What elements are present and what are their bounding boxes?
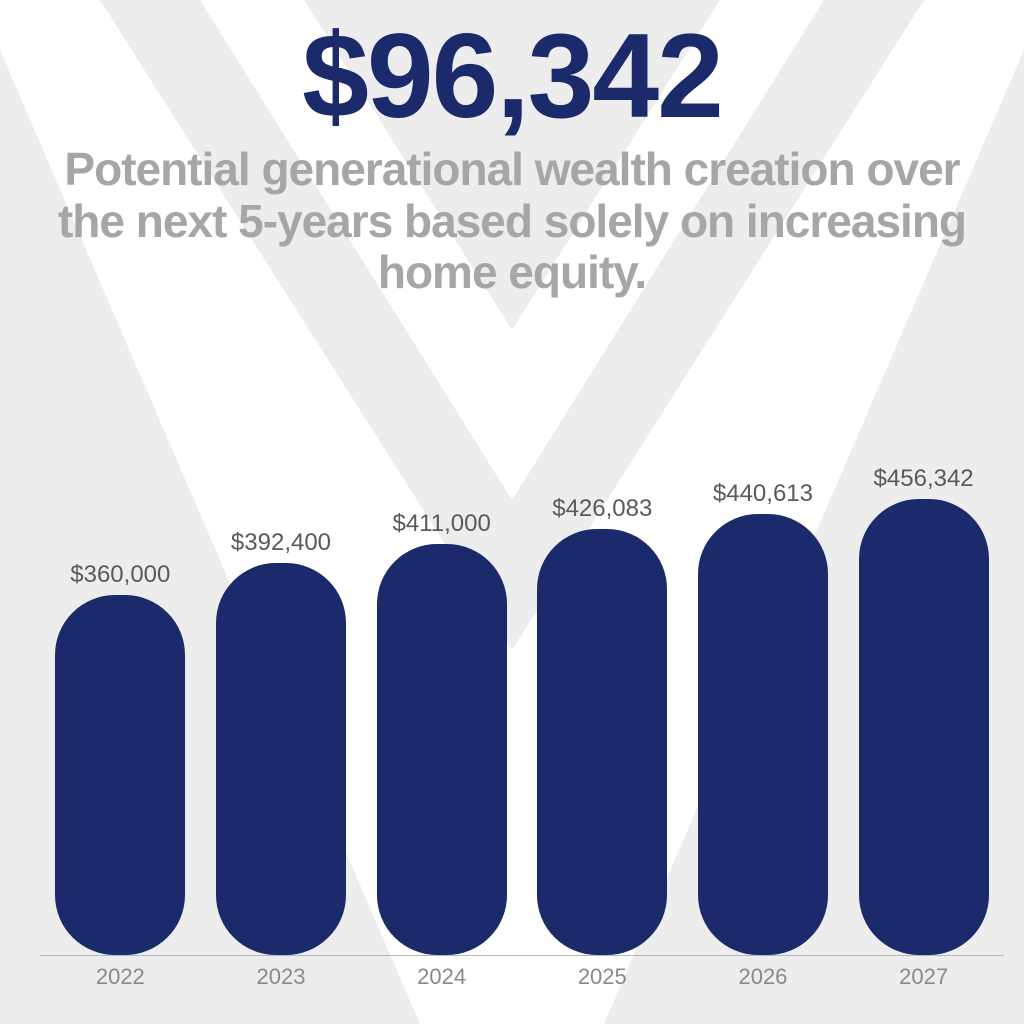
- bar: [537, 529, 667, 955]
- x-axis-label: 2025: [522, 964, 682, 994]
- bar-value-label: $411,000: [392, 510, 490, 538]
- bar-group: $456,342: [844, 465, 1004, 955]
- bar-group: $440,613: [683, 480, 843, 955]
- bar-value-label: $440,613: [713, 480, 813, 508]
- x-axis-labels: 202220232024202520262027: [40, 964, 1004, 994]
- x-axis-label: 2022: [40, 964, 200, 994]
- bar-value-label: $392,400: [231, 529, 331, 557]
- x-axis-label: 2023: [201, 964, 361, 994]
- bar-value-label: $456,342: [874, 465, 974, 493]
- subtitle-text: Potential generational wealth creation o…: [0, 144, 1024, 299]
- bars-container: $360,000 $392,400 $411,000 $426,083 $440,613…: [40, 455, 1004, 955]
- x-axis-label: 2024: [362, 964, 522, 994]
- bar-group: $392,400: [201, 529, 361, 955]
- bar-value-label: $360,000: [70, 561, 170, 589]
- bar-group: $426,083: [522, 495, 682, 955]
- x-axis-line: [40, 955, 1004, 956]
- x-axis-label: 2027: [844, 964, 1004, 994]
- bar: [698, 514, 828, 955]
- bar: [377, 544, 507, 955]
- headline-amount: $96,342: [0, 0, 1024, 136]
- infographic-content: $96,342 Potential generational wealth cr…: [0, 0, 1024, 1024]
- bar-value-label: $426,083: [552, 495, 652, 523]
- x-axis-label: 2026: [683, 964, 843, 994]
- bar: [55, 595, 185, 955]
- bar-chart: $360,000 $392,400 $411,000 $426,083 $440,613…: [40, 434, 1004, 994]
- bar-group: $411,000: [362, 510, 522, 955]
- bar: [859, 499, 989, 955]
- bar-group: $360,000: [40, 561, 200, 955]
- bar: [216, 563, 346, 955]
